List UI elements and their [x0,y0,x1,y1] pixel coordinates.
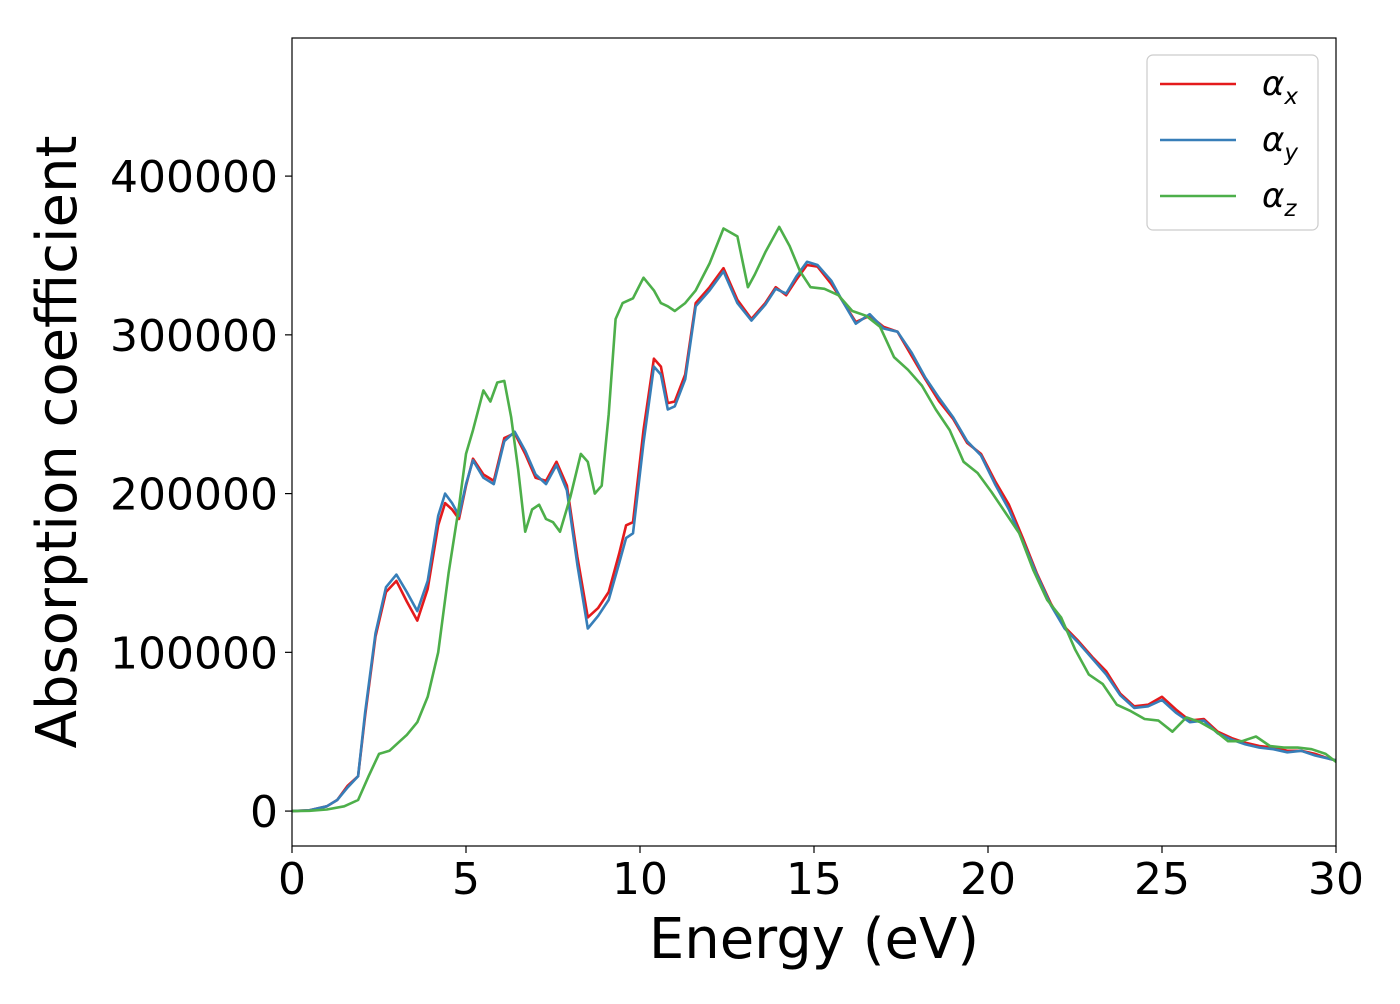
series-line-y [292,260,1336,813]
x-tick-label: 5 [452,854,480,905]
x-tick-label: 15 [786,854,842,905]
y-tick-label: 0 [250,787,278,838]
series-line-z [292,225,1336,813]
legend-label-x: αx [1262,64,1298,110]
y-axis-title: Absorption coefficient [25,136,90,749]
y-tick-label: 100000 [110,628,278,679]
legend-box [1146,54,1319,231]
series-layer [292,225,1336,813]
x-axis: 0 5 10 15 20 25 30 [278,846,1364,905]
x-tick-label: 30 [1308,854,1364,905]
x-tick-label: 0 [278,854,306,905]
y-tick-label: 400000 [110,152,278,203]
y-tick-label: 300000 [110,311,278,362]
series-line-x [292,263,1336,813]
y-tick-label: 200000 [110,470,278,521]
x-axis-title: Energy (eV) [649,907,979,972]
x-tick-label: 20 [960,854,1016,905]
x-tick-label: 10 [612,854,668,905]
x-tick-label: 25 [1134,854,1190,905]
y-axis: 0 100000 200000 300000 400000 [110,152,292,838]
